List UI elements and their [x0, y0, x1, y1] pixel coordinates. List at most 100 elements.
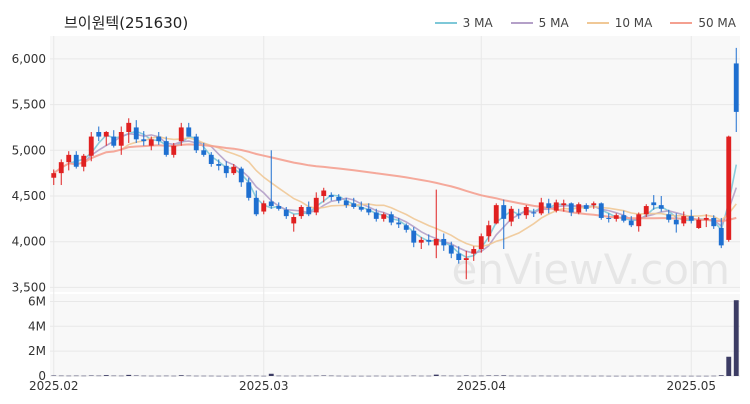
volume-bar [696, 375, 702, 377]
candle-body [666, 214, 672, 220]
volume-bar [171, 375, 177, 377]
volume-bar [246, 375, 252, 377]
candle-body [283, 209, 289, 217]
candle-body [163, 141, 169, 155]
volume-bar [381, 375, 387, 377]
candle-body [321, 190, 327, 196]
candle-body [388, 214, 394, 223]
candle-body [298, 206, 304, 217]
legend-swatch [586, 22, 609, 24]
volume-bar [298, 375, 304, 377]
candle-body [478, 236, 484, 250]
volume-bar [711, 375, 717, 377]
candle-body [246, 182, 252, 198]
candle-body [448, 245, 454, 254]
candle-body [51, 173, 57, 178]
volume-bar [163, 375, 169, 377]
volume-bar [81, 375, 87, 377]
volume-bar [718, 375, 724, 376]
candle-body [441, 238, 447, 246]
volume-bar [538, 375, 544, 377]
candle-body [411, 230, 417, 243]
volume-bar [628, 375, 634, 377]
volume-bar [103, 375, 109, 376]
price-tick-label: 5,000 [12, 143, 46, 157]
price-panel-background [50, 36, 740, 292]
chart-title: 브이원텍(251630) [64, 14, 189, 32]
volume-bar [186, 375, 192, 377]
volume-bar [66, 375, 72, 377]
candle-body [381, 214, 387, 219]
ma-line-10 [120, 135, 737, 248]
candle-body [538, 202, 544, 214]
volume-bar [178, 375, 184, 376]
candle-body [313, 197, 319, 213]
candle-body [703, 217, 709, 220]
volume-bar [126, 374, 132, 376]
legend-label: 10 MA [614, 16, 653, 30]
volume-bar [576, 375, 582, 377]
candle-body [96, 132, 102, 137]
price-tick-label: 5,500 [12, 98, 46, 112]
date-tick-label: 2025.03 [239, 379, 289, 393]
volume-bar [118, 375, 124, 377]
volume-bar [636, 375, 642, 377]
volume-bar [73, 375, 79, 377]
candle-body [681, 216, 687, 224]
volume-bar [613, 375, 619, 377]
volume-axis-labels: 0 2M 4M 6M [28, 294, 46, 383]
volume-bar [388, 375, 394, 377]
candle-body [591, 203, 597, 206]
candle-body [261, 203, 267, 212]
candle-body [88, 136, 94, 156]
candle-body [366, 208, 372, 213]
candle-body [628, 220, 634, 226]
candle-body [553, 202, 559, 211]
candle-body [148, 139, 154, 146]
candle-body [718, 228, 724, 246]
volume-bar [231, 375, 237, 377]
volume-tick-label: 6M [28, 294, 46, 308]
candle-body [358, 206, 364, 210]
volume-bar [681, 375, 687, 377]
volume-bar [666, 375, 672, 377]
candle-body [561, 203, 567, 206]
candle-body [238, 168, 244, 183]
candle-body [171, 145, 177, 155]
volume-bar [261, 375, 267, 377]
chart-legend: 3 MA 5 MA 10 MA 50 MA [434, 16, 736, 30]
legend-swatch [434, 22, 457, 24]
volume-bar [531, 375, 537, 377]
candle-body [186, 127, 192, 137]
legend-label: 3 MA [462, 16, 493, 30]
candle-body [696, 219, 702, 228]
price-tick-label: 3,500 [12, 280, 46, 294]
volume-bar [111, 375, 117, 377]
volume-bar [201, 375, 207, 377]
candle-body [208, 154, 214, 164]
watermark: enViewV.com [452, 245, 731, 294]
legend-swatch [510, 22, 533, 24]
legend-label: 5 MA [538, 16, 569, 30]
volume-bar [651, 375, 657, 377]
candle-body [141, 139, 147, 142]
volume-bar [343, 375, 349, 377]
price-tick-label: 4,000 [12, 235, 46, 249]
candle-body [576, 204, 582, 213]
volume-bar [238, 375, 244, 377]
volume-bar [523, 375, 529, 377]
volume-bar [561, 375, 567, 377]
candle-body [621, 215, 627, 221]
volume-bar [291, 375, 297, 377]
volume-bar [583, 375, 589, 377]
candle-body [486, 225, 492, 237]
candle-body [658, 205, 664, 209]
candle-body [463, 258, 469, 260]
volume-bar [448, 375, 454, 377]
candle-body [58, 162, 64, 174]
volume-bar [441, 375, 447, 377]
volume-bar [433, 374, 439, 376]
volume-bar [703, 375, 709, 377]
volume-bar [411, 375, 417, 377]
